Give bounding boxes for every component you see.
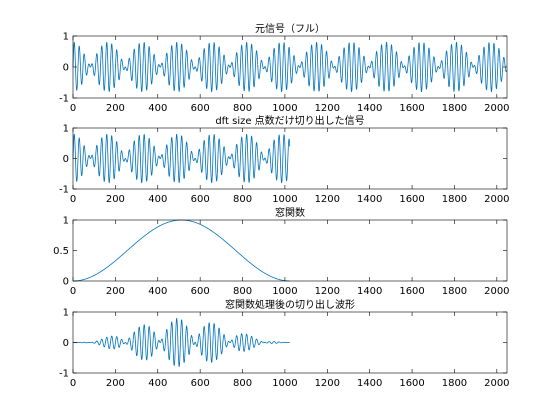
x-tick-label: 0	[70, 378, 76, 389]
x-tick-label: 1200	[315, 103, 340, 114]
y-tick-label: 1	[63, 124, 69, 135]
x-tick-label: 800	[233, 378, 252, 389]
x-tick-label: 0	[70, 103, 76, 114]
y-tick-label: 0	[63, 338, 69, 349]
subplot-title: 窓関数処理後の切り出し波形	[225, 298, 355, 311]
y-tick-label: 1	[63, 308, 69, 319]
subplot-3: 窓関数 0 200 400 600 800 1000 1200 1400 1600 1800 2000…	[53, 206, 509, 297]
x-tick-label: 1200	[315, 194, 340, 205]
x-tick-label: 600	[191, 286, 210, 297]
x-tick-label: 1800	[442, 194, 467, 205]
y-tick-label: 0	[63, 63, 69, 74]
series-line	[72, 133, 291, 184]
x-tick-label: 2000	[484, 286, 509, 297]
y-tick-label: 0	[63, 154, 69, 165]
x-tick-label: 400	[148, 103, 167, 114]
x-tick-label: 1000	[272, 194, 297, 205]
x-tick-label: 600	[191, 378, 210, 389]
x-tick-label: 800	[233, 103, 252, 114]
y-tick-label: 1	[63, 32, 69, 43]
axes-box	[72, 219, 508, 282]
x-tick-label: 1800	[442, 378, 467, 389]
x-tick-label: 1000	[272, 286, 297, 297]
x-tick-label: 600	[191, 194, 210, 205]
x-tick-label: 400	[148, 378, 167, 389]
subplot-title: 窓関数	[275, 206, 305, 219]
x-tick-label: 800	[233, 194, 252, 205]
x-tick-label: 1600	[399, 194, 424, 205]
x-tick-label: 1000	[272, 378, 297, 389]
y-tick-label: -1	[59, 94, 69, 105]
x-tick-label: 400	[148, 286, 167, 297]
x-tick-label: 200	[106, 194, 125, 205]
x-tick-label: 1400	[357, 194, 382, 205]
x-tick-label: 1600	[399, 103, 424, 114]
x-tick-label: 2000	[484, 194, 509, 205]
x-tick-label: 2000	[484, 378, 509, 389]
y-tick-label: 1	[63, 216, 69, 227]
x-tick-label: 1400	[357, 378, 382, 389]
series-line	[72, 219, 290, 282]
y-tick-label: 0	[63, 277, 69, 288]
x-tick-label: 400	[148, 194, 167, 205]
x-tick-label: 1400	[357, 286, 382, 297]
subplot-1: 元信号（フル） 0 200 400 600 800 1000 1200 1400 1600 1800…	[59, 23, 510, 114]
x-tick-label: 600	[191, 103, 210, 114]
x-tick-label: 1000	[272, 103, 297, 114]
x-tick-label: 2000	[484, 103, 509, 114]
x-tick-label: 1200	[315, 378, 340, 389]
x-tick-label: 200	[106, 378, 125, 389]
x-tick-label: 0	[70, 194, 76, 205]
x-tick-label: 200	[106, 103, 125, 114]
x-tick-label: 1400	[357, 103, 382, 114]
series-line	[72, 317, 290, 367]
y-tick-label: -1	[59, 369, 69, 380]
x-tick-label: 200	[106, 286, 125, 297]
series-line	[72, 41, 508, 93]
x-tick-label: 1600	[399, 286, 424, 297]
x-tick-label: 1600	[399, 378, 424, 389]
x-tick-label: 1800	[442, 286, 467, 297]
x-tick-label: 800	[233, 286, 252, 297]
y-tick-label: 0.5	[53, 246, 69, 257]
x-tick-label: 1800	[442, 103, 467, 114]
x-tick-label: 0	[70, 286, 76, 297]
y-tick-label: -1	[59, 185, 69, 196]
subplot-title: 元信号（フル）	[255, 23, 325, 35]
subplot-4: 窓関数処理後の切り出し波形 0 200 400 600 800 1000 1200 1400 16…	[59, 298, 510, 389]
x-tick-label: 1200	[315, 286, 340, 297]
subplot-title: dft size 点数だけ切り出した信号	[215, 114, 364, 127]
